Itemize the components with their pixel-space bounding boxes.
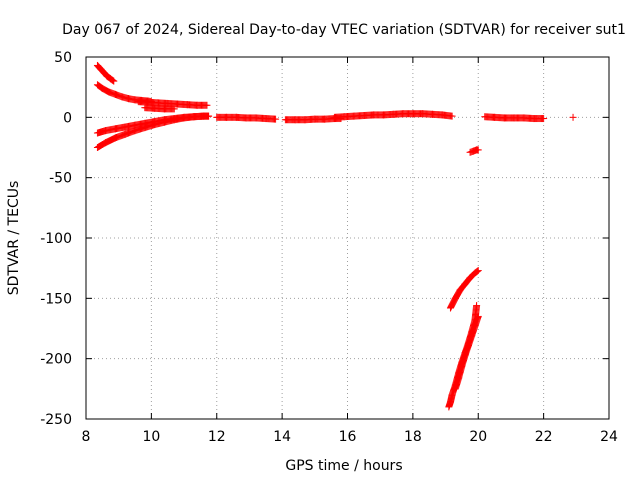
x-tick-label: 20 (469, 429, 487, 445)
data-point (205, 112, 213, 120)
chart-title: Day 067 of 2024, Sidereal Day-to-day VTE… (62, 22, 626, 38)
x-tick-label: 18 (404, 429, 422, 445)
y-tick-label: -200 (40, 352, 72, 368)
data-point (108, 76, 116, 84)
y-axis-label: SDTVAR / TECUs (6, 181, 22, 296)
y-tick-label: -250 (40, 412, 72, 428)
data-point (473, 268, 481, 276)
data-point (109, 77, 117, 85)
data-points (93, 61, 577, 411)
y-tick-label: -50 (49, 171, 72, 187)
data-point (110, 77, 118, 85)
data-point (473, 302, 481, 310)
data-point (473, 267, 481, 275)
y-tick-label: 0 (63, 110, 72, 126)
x-tick-label: 22 (535, 429, 553, 445)
data-point (474, 312, 482, 320)
data-point (540, 115, 548, 123)
x-tick-label: 8 (82, 429, 91, 445)
data-point (272, 115, 280, 123)
x-tick-label: 14 (273, 429, 291, 445)
data-point (569, 113, 577, 121)
x-tick-label: 10 (142, 429, 160, 445)
x-tick-label: 16 (339, 429, 357, 445)
x-tick-label: 24 (600, 429, 618, 445)
data-point (203, 101, 211, 109)
y-tick-label: -150 (40, 291, 72, 307)
data-point (474, 146, 482, 154)
y-tick-labels: 50 0 -50 -100 -150 -200 -250 (40, 50, 72, 428)
data-point (474, 267, 482, 275)
y-tick-label: 50 (54, 50, 72, 66)
data-point (448, 112, 456, 120)
x-axis-label: GPS time / hours (285, 458, 402, 474)
x-tick-labels: 8 10 12 14 16 18 20 22 24 (82, 429, 618, 445)
data-point (170, 105, 178, 113)
plot-frame (85, 56, 610, 420)
x-tick-label: 12 (208, 429, 226, 445)
y-tick-label: -100 (40, 231, 72, 247)
